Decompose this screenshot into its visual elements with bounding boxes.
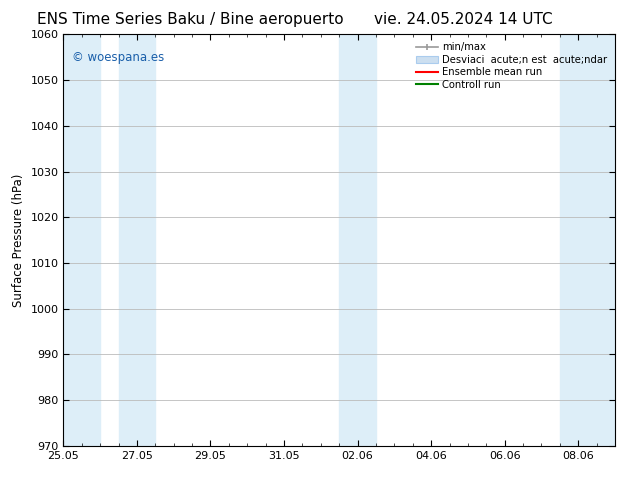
Bar	[339, 34, 376, 446]
Bar	[119, 34, 155, 446]
Text: © woespana.es: © woespana.es	[72, 51, 164, 64]
Legend: min/max, Desviaci  acute;n est  acute;ndar, Ensemble mean run, Controll run: min/max, Desviaci acute;n est acute;ndar…	[413, 39, 610, 93]
Y-axis label: Surface Pressure (hPa): Surface Pressure (hPa)	[12, 173, 25, 307]
Bar	[560, 34, 615, 446]
Bar	[63, 34, 100, 446]
Text: vie. 24.05.2024 14 UTC: vie. 24.05.2024 14 UTC	[373, 12, 552, 27]
Text: ENS Time Series Baku / Bine aeropuerto: ENS Time Series Baku / Bine aeropuerto	[37, 12, 344, 27]
